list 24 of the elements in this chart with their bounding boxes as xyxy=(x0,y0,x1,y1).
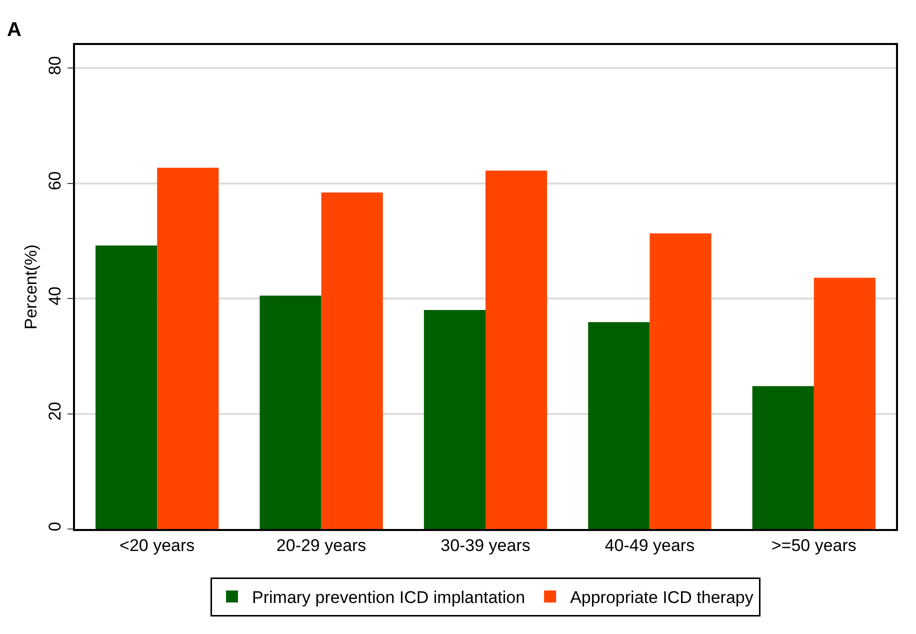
x-tick-label: 40-49 years xyxy=(604,536,695,556)
y-tick-label: 40 xyxy=(45,286,64,306)
x-tick-label: 30-39 years xyxy=(440,536,530,556)
bar xyxy=(321,192,383,529)
legend-label: Appropriate ICD therapy xyxy=(570,588,754,608)
y-tick-label: 60 xyxy=(45,171,64,190)
x-tick-label: >=50 years xyxy=(771,536,856,556)
y-tick-label: 0 xyxy=(45,522,64,532)
legend-label: Primary prevention ICD implantation xyxy=(252,588,526,608)
bar xyxy=(157,168,219,529)
y-tick-label: 80 xyxy=(45,56,64,75)
x-tick-label: 20-29 years xyxy=(276,536,366,556)
y-axis-title: Percent(%) xyxy=(22,244,40,330)
bar xyxy=(96,246,158,529)
bar xyxy=(486,170,548,529)
bar xyxy=(752,386,814,529)
bar xyxy=(588,322,650,529)
bar xyxy=(260,296,322,529)
x-tick-label: <20 years xyxy=(120,536,195,556)
bar xyxy=(650,233,712,529)
text: A xyxy=(7,19,22,41)
bar xyxy=(814,278,876,529)
bar xyxy=(424,310,486,529)
y-tick-label: 20 xyxy=(45,402,64,421)
